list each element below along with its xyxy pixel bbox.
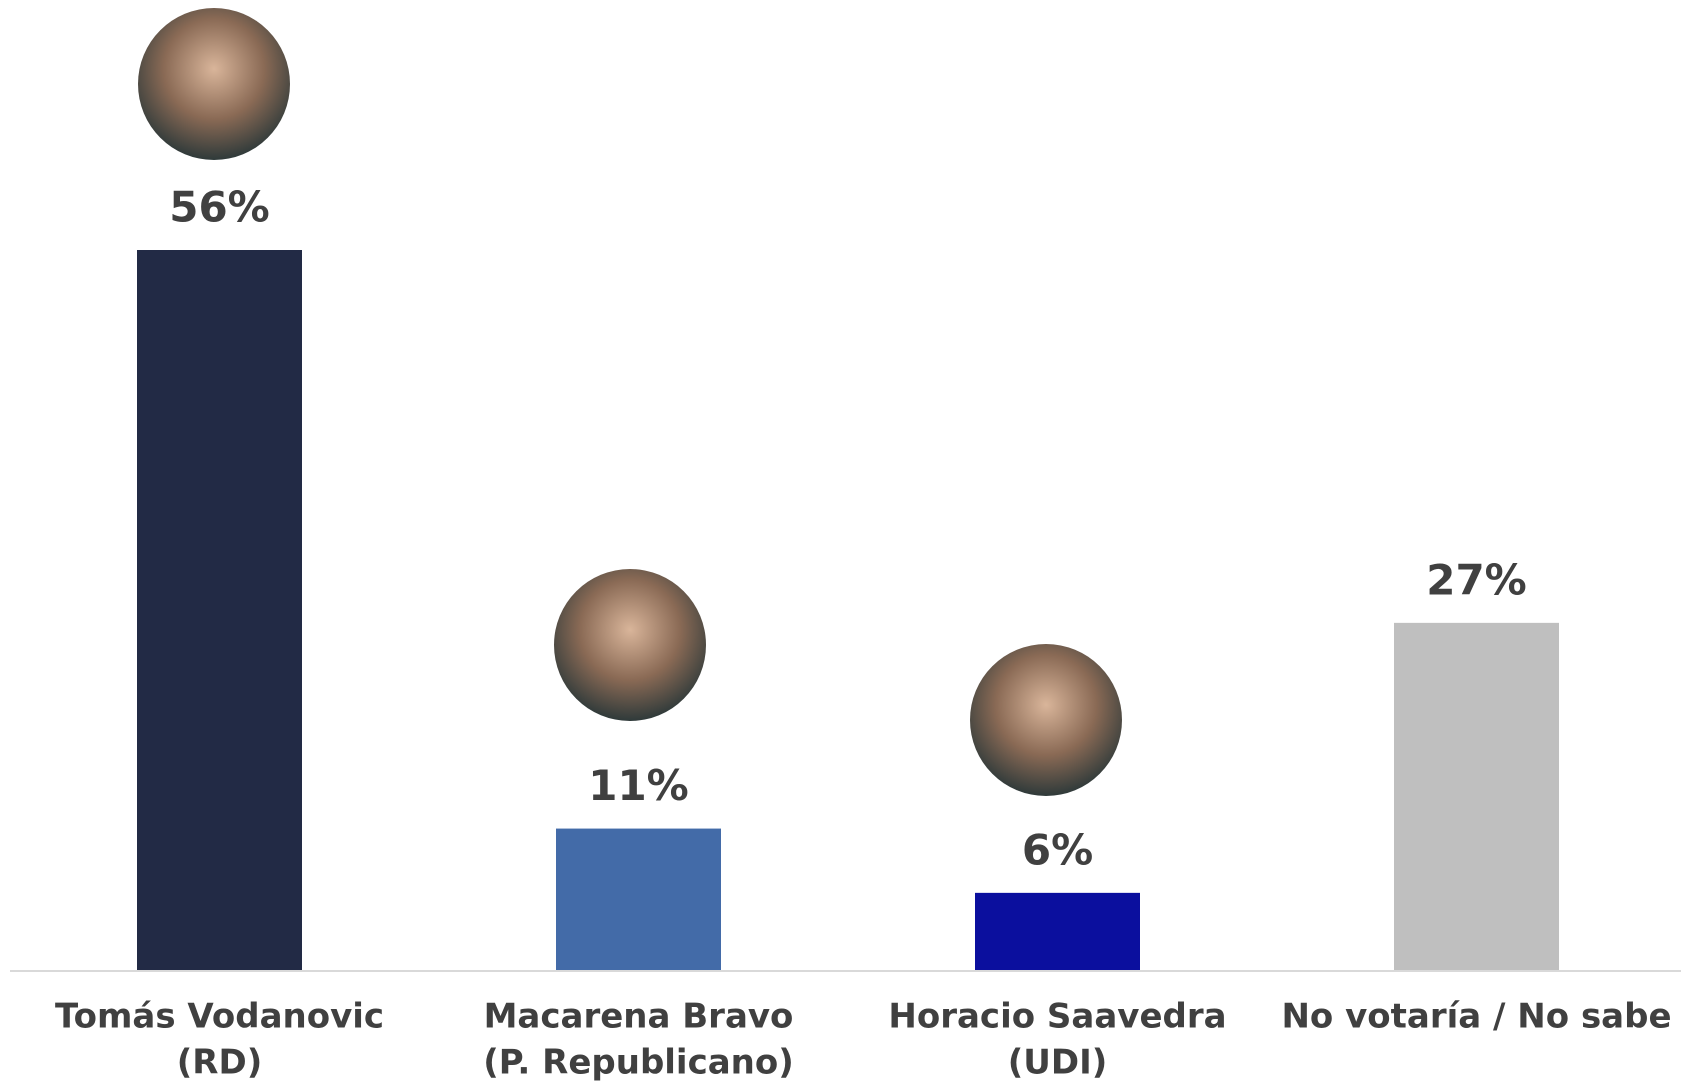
bar (975, 892, 1140, 970)
x-tick-label: (P. Republicano) (483, 1043, 794, 1083)
x-tick-label: Macarena Bravo (484, 997, 794, 1037)
value-label: 6% (1022, 825, 1093, 874)
candidate-photo (970, 644, 1122, 796)
bar (1394, 622, 1559, 970)
candidate-photo (554, 569, 706, 721)
bar (137, 250, 302, 970)
x-tick-label: (UDI) (1008, 1043, 1108, 1083)
x-tick-label: (RD) (177, 1043, 262, 1083)
value-label: 27% (1426, 555, 1527, 604)
value-label: 11% (588, 761, 689, 810)
x-tick-label: No votaría / No sabe (1281, 997, 1671, 1037)
candidate-photo (138, 8, 290, 160)
x-tick-label: Tomás Vodanovic (55, 997, 384, 1037)
value-label: 56% (169, 183, 270, 232)
x-tick-label: Horacio Saavedra (888, 997, 1226, 1037)
bar (556, 828, 721, 970)
